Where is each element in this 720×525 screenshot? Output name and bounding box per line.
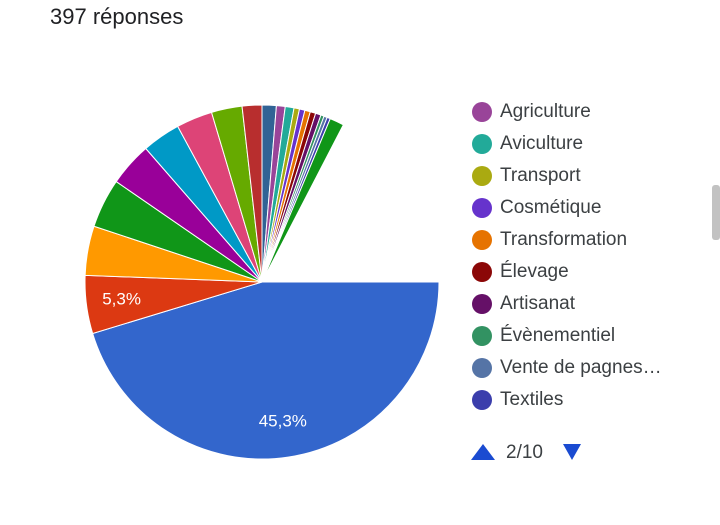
legend-swatch [472,102,492,122]
legend-swatch [472,198,492,218]
pie-slice [92,281,440,460]
legend-label: Évènementiel [500,325,615,346]
legend-label: Vente de pagnes… [500,357,662,378]
legend-label: Agriculture [500,101,591,122]
legend-swatch [472,358,492,378]
legend-swatch [472,166,492,186]
prev-page-arrow[interactable] [471,444,495,460]
legend-label: Aviculture [500,133,583,154]
legend-label: Transformation [500,229,627,250]
legend-swatch [472,262,492,282]
response-count: 397 réponses [50,4,184,29]
legend-label: Cosmétique [500,197,601,218]
slice-label: 45,3% [259,412,307,431]
legend-swatch [472,326,492,346]
next-page-arrow[interactable] [563,444,581,460]
legend-label: Élevage [500,261,569,282]
legend-page: 2/10 [506,442,543,463]
pie-slice [261,118,345,283]
legend-label: Transport [500,165,581,186]
legend-swatch [472,294,492,314]
legend-swatch [472,230,492,250]
legend-swatch [472,134,492,154]
legend-swatch [472,390,492,410]
scrollbar[interactable] [712,185,720,240]
slice-label: 5,3% [102,290,141,309]
legend-label: Artisanat [500,293,576,314]
legend-label: Textiles [500,389,563,410]
